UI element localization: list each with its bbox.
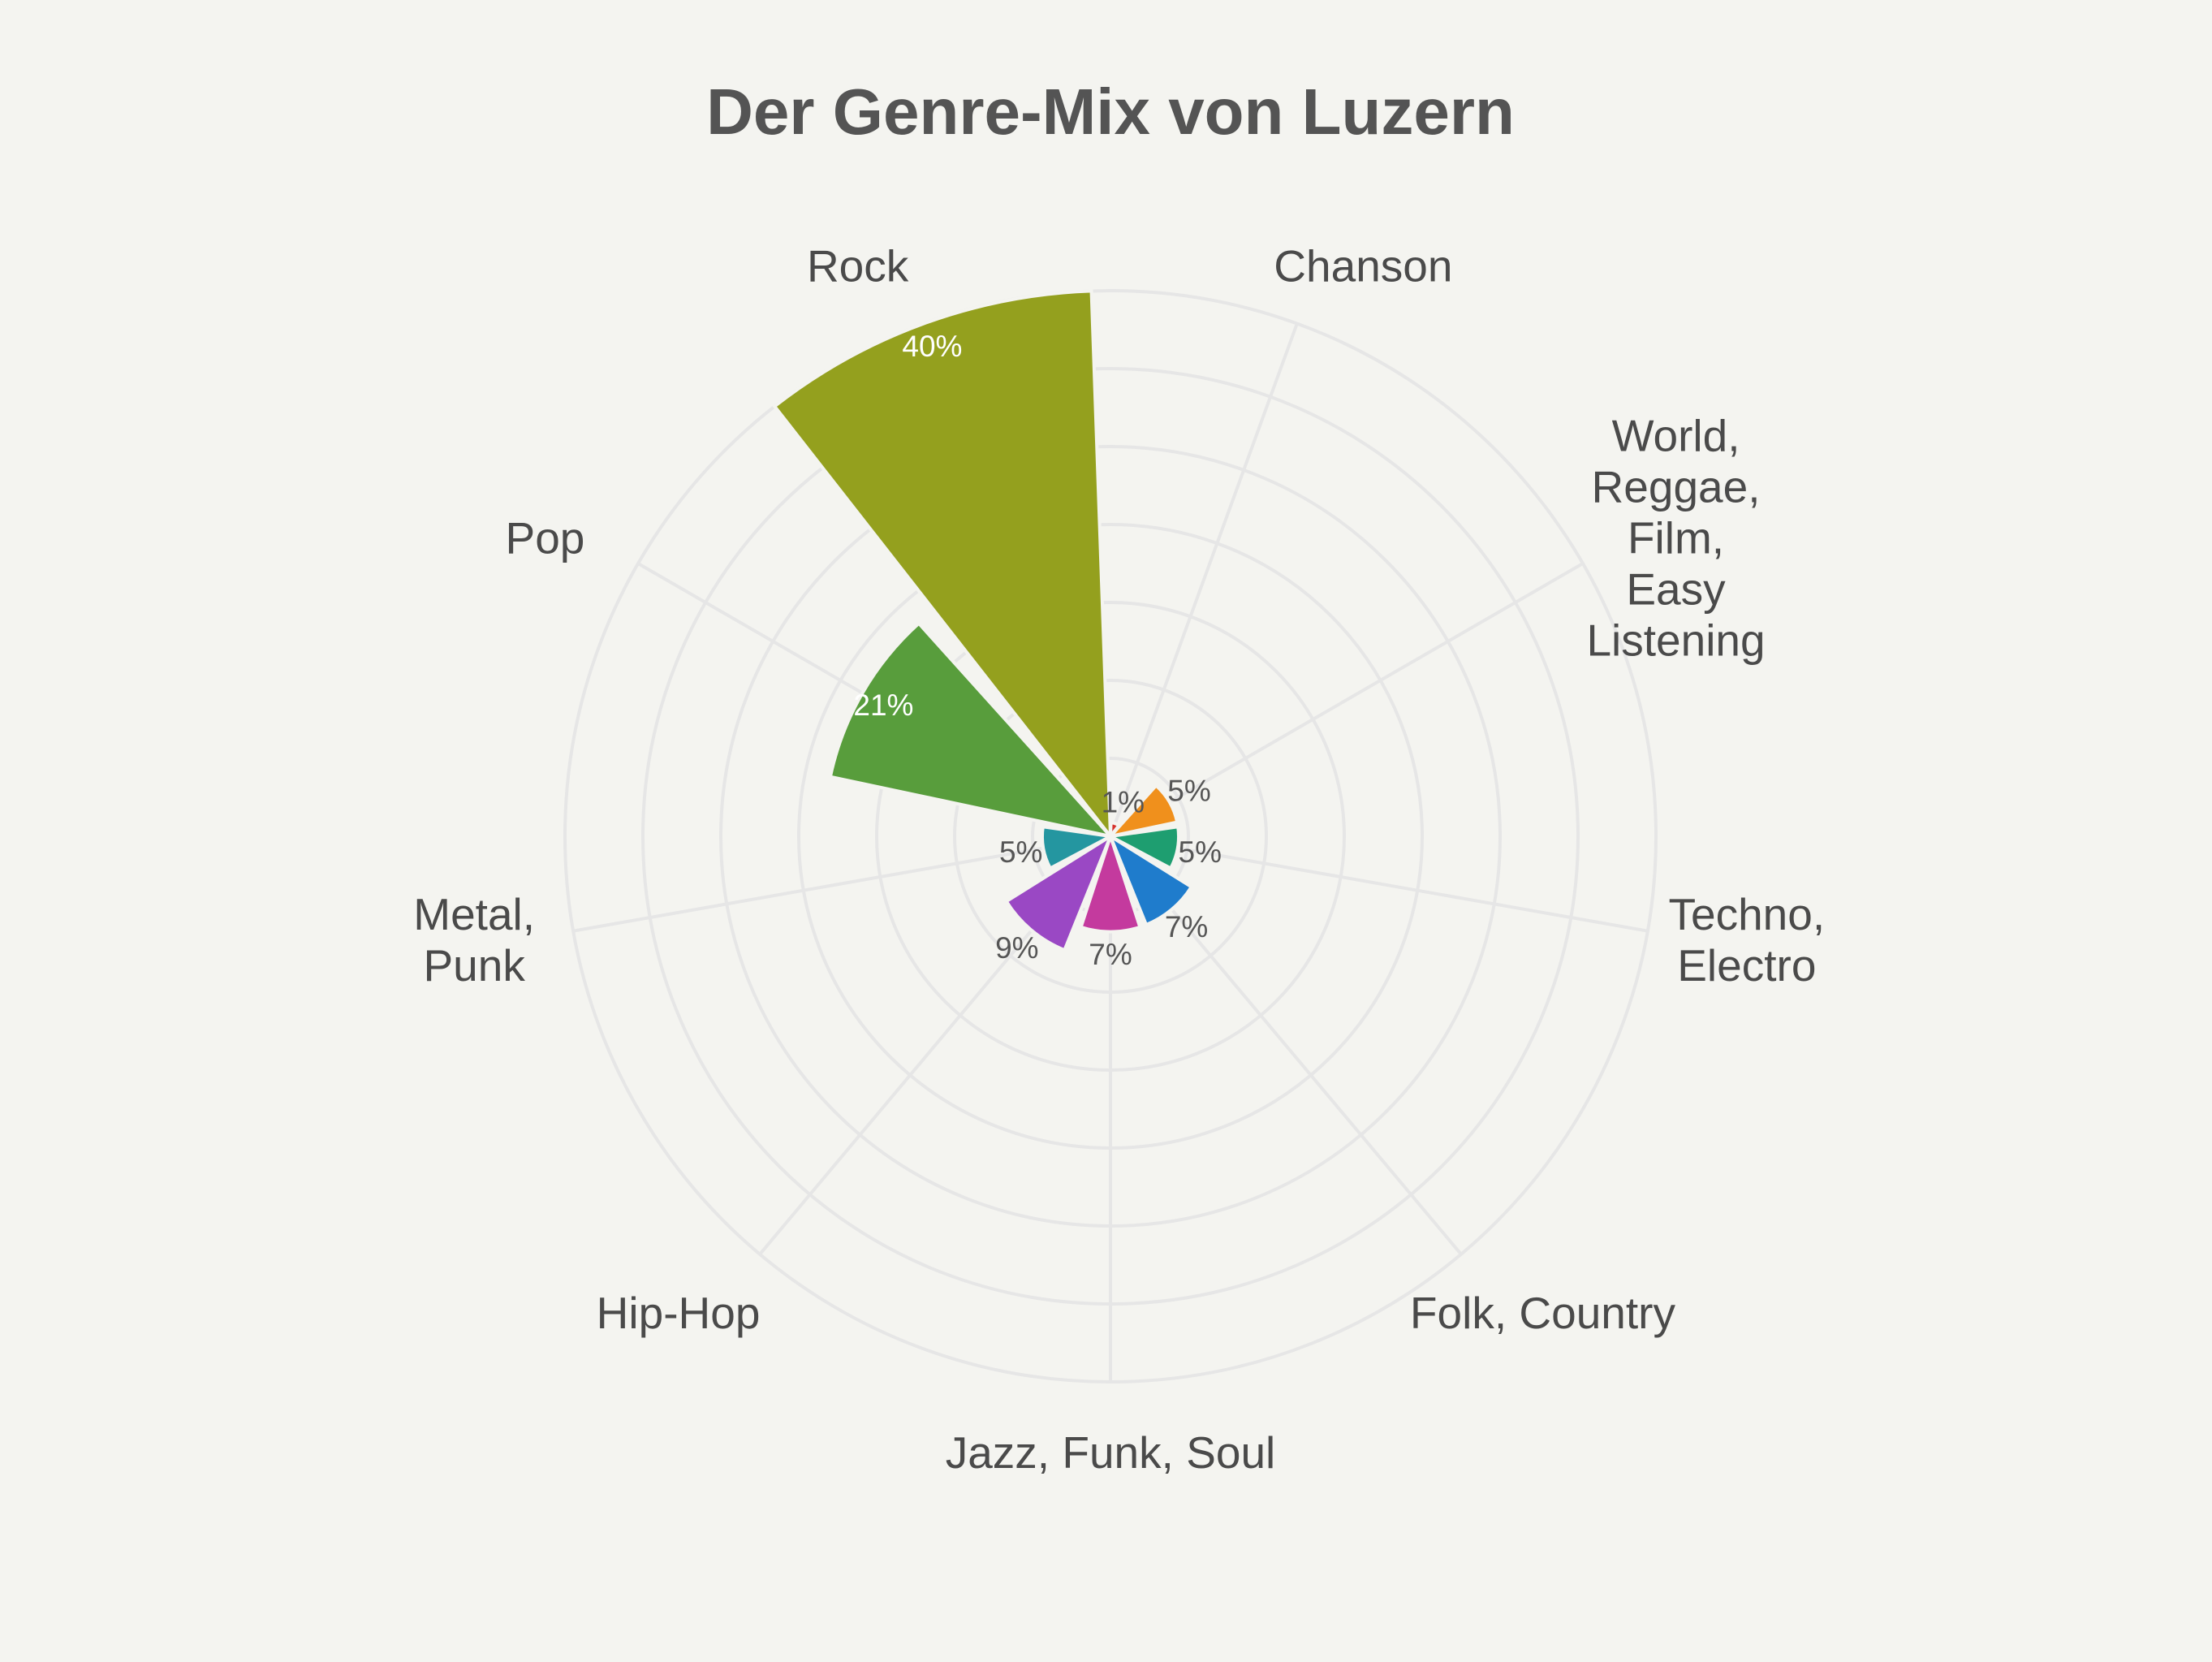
category-label-line: Folk, Country — [1410, 1288, 1676, 1338]
bar-jazz-funk-soul — [1079, 831, 1142, 934]
category-label-line: Film, — [1628, 513, 1724, 563]
category-label-line: Easy — [1626, 564, 1726, 615]
category-labels: Chanson World, Reggae, Film, Easy Listening Te… — [413, 240, 1825, 1478]
category-label: Jazz, Funk, Soul — [946, 1427, 1276, 1478]
category-label: Rock — [807, 240, 909, 291]
grid-spoke — [572, 835, 1111, 933]
value-label: 7% — [1165, 910, 1208, 943]
category-label-line: Jazz, Funk, Soul — [946, 1427, 1276, 1478]
category-label: Pop — [506, 513, 585, 563]
category-label-line: Hip-Hop — [597, 1288, 761, 1338]
category-label: Chanson — [1274, 240, 1452, 291]
category-label-line: Listening — [1586, 615, 1765, 666]
bar-metal-punk — [1041, 825, 1116, 871]
category-label-line: Metal, — [413, 889, 535, 939]
category-label: World, Reggae, Film, Easy Listening — [1586, 411, 1765, 666]
category-label: Hip-Hop — [597, 1288, 761, 1338]
category-label-line: Reggae, — [1592, 462, 1761, 512]
category-label-line: Techno, — [1669, 889, 1826, 939]
category-label-line: Punk — [423, 940, 525, 991]
value-labels: 1% 5% 5% 7% 7% 9% 5% 21% 40% — [853, 330, 1222, 971]
category-label-line: Rock — [807, 240, 909, 291]
value-label: 9% — [995, 931, 1038, 965]
category-label-line: World, — [1612, 411, 1740, 461]
category-label: Techno, Electro — [1669, 889, 1826, 991]
category-label-line: Pop — [506, 513, 585, 563]
grid-spoke — [1110, 562, 1584, 838]
bar-rock — [772, 289, 1113, 842]
value-label: 40% — [902, 330, 962, 363]
bar-hip-hop — [1004, 832, 1115, 952]
value-label: 5% — [1167, 775, 1210, 808]
bars — [772, 289, 1194, 952]
value-label: 7% — [1089, 938, 1132, 971]
bar-pop — [828, 620, 1115, 840]
value-label: 21% — [853, 689, 913, 722]
category-label-line: Electro — [1677, 940, 1816, 991]
category-label: Folk, Country — [1410, 1288, 1676, 1338]
bar-world-reggae-film-easy-listening — [1106, 783, 1179, 840]
category-label: Metal, Punk — [413, 889, 535, 991]
value-label: 5% — [999, 835, 1042, 869]
value-label: 5% — [1179, 835, 1222, 869]
bar-techno-electro — [1105, 825, 1180, 871]
grid-spoke — [1109, 322, 1299, 837]
category-label-line: Chanson — [1274, 240, 1452, 291]
grid-spoke — [1110, 835, 1649, 933]
value-label: 1% — [1102, 785, 1145, 818]
chart-title: Der Genre-Mix von Luzern — [706, 76, 1515, 148]
bar-folk-country — [1106, 832, 1194, 927]
